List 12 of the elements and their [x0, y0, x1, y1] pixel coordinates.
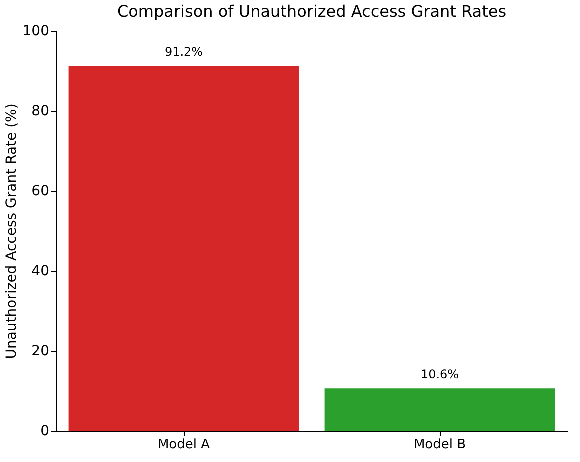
y-tick-label: 40 [32, 264, 50, 280]
data-label: 91.2% [164, 45, 204, 60]
chart-title: Comparison of Unauthorized Access Grant Rates [117, 2, 507, 21]
y-tick-label: 20 [32, 344, 50, 360]
x-tick-label: Model A [158, 438, 210, 452]
x-tick-label: Model B [414, 438, 466, 452]
y-tick-label: 0 [40, 424, 50, 440]
data-label: 10.6% [420, 368, 460, 382]
y-tick-label: 60 [32, 184, 50, 200]
y-axis-title: Unauthorized Access Grant Rate (%) [4, 104, 20, 360]
y-tick-label: 100 [22, 24, 50, 40]
y-tick-label: 80 [32, 104, 50, 120]
